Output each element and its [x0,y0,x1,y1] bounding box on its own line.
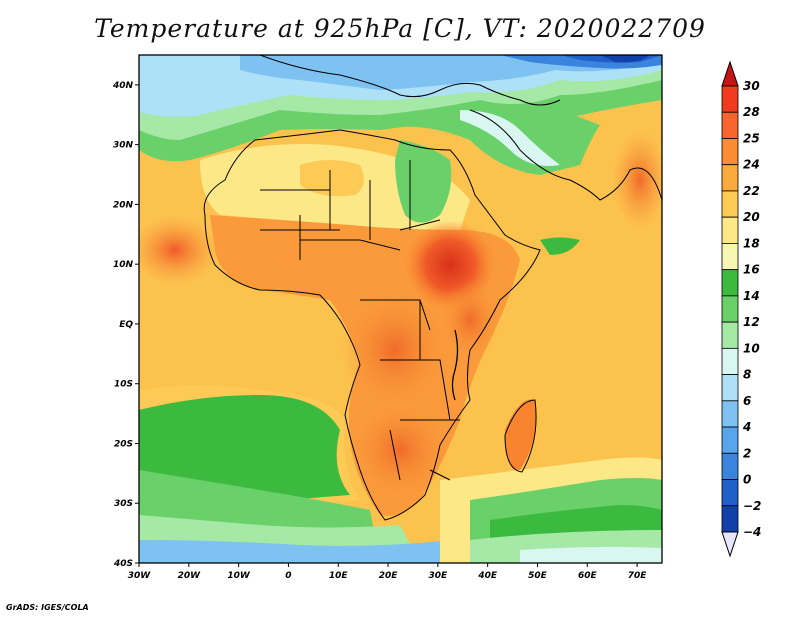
lon-tick-label: 70E [628,571,648,581]
colorbar-label: 20 [743,210,760,224]
lon-tick-label: 10W [227,571,251,581]
colorbar-swatch [721,479,739,507]
map-title: Temperature at 925hPa [C], VT: 202002270… [94,14,706,43]
colorbar-label: 28 [743,105,760,119]
coastlines [203,55,662,521]
lat-tick-label: 10S [114,380,133,390]
colorbar-label: 30 [743,79,760,93]
lon-tick-label: 20W [178,571,202,581]
colorbar-swatch [721,426,739,454]
lat-tick-label: 30N [113,141,134,151]
colorbar-swatch [721,295,739,323]
lat-tick-label: 40S [113,559,133,569]
lon-tick-label: 20E [379,571,399,581]
lat-tick-label: 10N [113,260,134,270]
colorbar-label: 16 [743,263,760,277]
colorbar-swatch [721,111,739,139]
lat-tick-label: 40N [112,81,134,91]
colorbar-swatch [721,243,739,271]
colorbar-swatch [721,138,739,166]
temperature-field [139,55,662,563]
colorbar-label: 24 [743,158,760,172]
lon-tick-label: 60E [578,571,598,581]
colorbar-label: 6 [743,394,751,408]
colorbar-swatch [721,164,739,192]
colorbar-label: 4 [742,420,751,434]
lon-tick-label: 0 [285,571,291,581]
lat-tick-label: EQ [119,320,133,330]
colorbar-label: −2 [743,499,761,513]
colorbar-label: −4 [743,525,761,539]
lon-tick-label: 10E [329,571,349,581]
colorbar-label: 22 [743,184,760,198]
colorbar-swatch [721,505,739,533]
colorbar-swatch [721,269,739,297]
credit-text: GrADS: IGES/COLA [6,603,89,612]
latitude-ticks: 40N 30N 20N 10N EQ 10S 20S 30S 40S [112,81,139,569]
colorbar-swatch [721,190,739,218]
colorbar-label: 12 [743,315,760,329]
colorbar-label: 2 [743,446,751,460]
colorbar-label: 25 [743,131,760,145]
colorbar-swatch [721,374,739,402]
lat-tick-label: 30S [114,499,133,509]
colorbar-label: 8 [743,368,751,382]
lon-tick-label: 30E [429,571,449,581]
colorbar-label: 18 [743,236,760,250]
colorbar-label: 0 [743,473,751,487]
lat-tick-label: 20S [114,439,133,449]
lon-tick-label: 30W [128,571,152,581]
colorbar-swatch [721,452,739,480]
colorbar-label: 14 [743,289,760,303]
longitude-ticks: 30W 20W 10W 0 10E 20E 30E 40E 50E 60E 70E [128,563,648,581]
colorbar-swatch [721,321,739,349]
colorbar-top-arrow [721,60,739,87]
colorbar-swatch [721,216,739,244]
colorbar-swatch [721,347,739,375]
colorbar-label: 10 [743,341,760,355]
colorbar-swatch [721,400,739,428]
lat-tick-label: 20N [113,200,134,210]
lon-tick-label: 50E [528,571,548,581]
colorbar-bottom-arrow [721,531,739,558]
colorbar-swatch [721,85,739,113]
lon-tick-label: 40E [477,571,498,581]
